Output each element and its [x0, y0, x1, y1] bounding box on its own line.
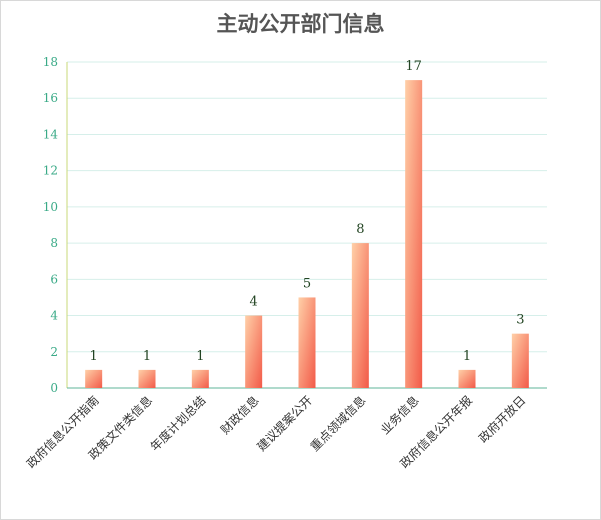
category-label: 重点领域信息 — [307, 393, 369, 455]
y-tick-label: 16 — [43, 91, 58, 105]
category-label: 业务信息 — [377, 393, 422, 438]
y-tick-label: 18 — [43, 55, 58, 69]
bar — [138, 369, 156, 388]
value-label: 5 — [303, 276, 311, 291]
bar — [511, 333, 529, 388]
bar — [245, 315, 263, 388]
value-label: 17 — [405, 59, 422, 74]
value-label: 1 — [463, 349, 471, 364]
y-tick-label: 0 — [50, 381, 58, 395]
value-label: 1 — [196, 349, 204, 364]
y-tick-label: 4 — [50, 309, 58, 323]
value-label: 3 — [516, 313, 524, 328]
bar — [191, 369, 209, 388]
y-tick-label: 8 — [50, 236, 58, 250]
y-tick-label: 10 — [43, 200, 58, 214]
value-label: 4 — [250, 295, 258, 310]
value-label: 8 — [356, 222, 364, 237]
category-label: 年度计划总结 — [147, 393, 209, 455]
chart-title: 主动公开部门信息 — [216, 12, 385, 36]
category-label: 建议提案公开 — [254, 393, 316, 455]
bar — [405, 80, 423, 388]
y-tick-label: 14 — [43, 127, 59, 141]
y-tick-label: 2 — [50, 345, 58, 359]
value-label: 1 — [143, 349, 151, 364]
y-tick-label: 6 — [50, 272, 58, 286]
bar — [298, 297, 316, 388]
category-label: 财政信息 — [217, 393, 262, 438]
category-label: 政府信息公开指南 — [23, 393, 101, 471]
bar — [351, 243, 369, 388]
y-tick-label: 12 — [43, 164, 58, 178]
value-label: 1 — [90, 349, 98, 364]
bar — [85, 369, 103, 388]
category-label: 政府开放日 — [475, 393, 528, 446]
bar — [458, 369, 476, 388]
